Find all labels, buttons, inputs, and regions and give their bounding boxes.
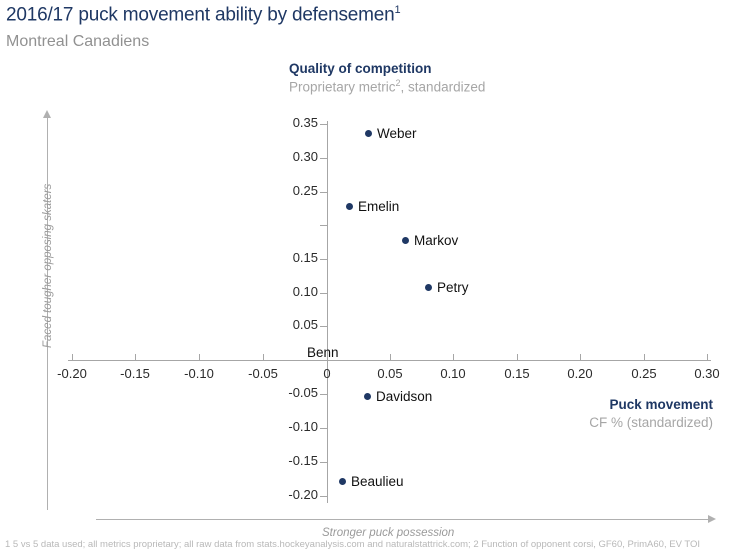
x-tick-label: 0.15 bbox=[504, 366, 530, 381]
x-direction-arrow-shaft bbox=[96, 519, 708, 520]
page-subtitle: Montreal Canadiens bbox=[6, 33, 150, 50]
y-axis-subtitle-pre: Proprietary metric bbox=[289, 79, 396, 95]
x-direction-arrow-head bbox=[708, 515, 716, 523]
y-tick-mark bbox=[320, 428, 327, 429]
y-tick-mark bbox=[320, 394, 327, 395]
y-tick-mark bbox=[320, 293, 327, 294]
data-point-label: Davidson bbox=[376, 389, 433, 404]
x-tick-mark bbox=[135, 354, 136, 361]
data-point-label: Beaulieu bbox=[351, 474, 404, 489]
x-tick-label: -0.15 bbox=[120, 366, 150, 381]
x-tick-mark bbox=[390, 354, 391, 361]
y-tick-label: 0.10 bbox=[292, 284, 318, 299]
x-tick-label: -0.10 bbox=[184, 366, 214, 381]
y-tick-mark bbox=[320, 259, 327, 260]
data-point[interactable] bbox=[425, 284, 432, 291]
y-axis-subtitle-post: , standardized bbox=[400, 79, 486, 95]
footnote: 1 5 vs 5 data used; all metrics propriet… bbox=[5, 539, 701, 550]
x-tick-mark bbox=[644, 354, 645, 361]
y-tick-mark bbox=[320, 496, 327, 497]
x-tick-mark bbox=[580, 354, 581, 361]
y-tick-label: 0.30 bbox=[292, 149, 318, 164]
page-title: 2016/17 puck movement ability by defense… bbox=[6, 4, 401, 26]
y-tick-label: -0.10 bbox=[288, 419, 318, 434]
annotation-benn: Benn bbox=[307, 345, 339, 360]
data-point[interactable] bbox=[402, 237, 409, 244]
y-tick-mark bbox=[320, 462, 327, 463]
data-point[interactable] bbox=[364, 393, 371, 400]
x-tick-label: 0.30 bbox=[694, 366, 720, 381]
x-direction-note: Stronger puck possession bbox=[322, 527, 455, 539]
y-tick-label: -0.05 bbox=[288, 385, 318, 400]
y-tick-mark bbox=[320, 326, 327, 327]
data-point-label: Emelin bbox=[358, 199, 400, 214]
data-point-label: Petry bbox=[437, 280, 469, 295]
x-tick-label: 0 bbox=[323, 366, 331, 381]
y-axis-line bbox=[327, 121, 328, 503]
x-tick-mark bbox=[263, 354, 264, 361]
data-point-label: Weber bbox=[377, 126, 417, 141]
y-direction-arrow-head bbox=[43, 110, 51, 118]
x-tick-label: -0.20 bbox=[57, 366, 87, 381]
x-tick-mark bbox=[199, 354, 200, 361]
y-tick-label: -0.15 bbox=[288, 453, 318, 468]
x-tick-label: 0.10 bbox=[440, 366, 466, 381]
y-tick-label: 0.25 bbox=[292, 183, 318, 198]
y-tick-label: 0.15 bbox=[292, 250, 318, 265]
y-axis-subtitle: Proprietary metric2, standardized bbox=[289, 78, 485, 95]
data-point[interactable] bbox=[365, 130, 372, 137]
y-tick-label: 0.05 bbox=[292, 317, 318, 332]
x-axis-subtitle: CF % (standardized) bbox=[589, 415, 713, 430]
x-tick-label: 0.05 bbox=[377, 366, 403, 381]
y-tick-mark bbox=[320, 192, 327, 193]
x-tick-mark bbox=[517, 354, 518, 361]
x-axis-title: Puck movement bbox=[609, 397, 713, 412]
x-axis-line bbox=[68, 360, 711, 361]
y-tick-label: -0.20 bbox=[288, 487, 318, 502]
data-point[interactable] bbox=[339, 478, 346, 485]
y-tick-mark bbox=[320, 158, 327, 159]
y-axis-title: Quality of competition bbox=[289, 61, 432, 76]
data-point[interactable] bbox=[346, 203, 353, 210]
y-tick-mark bbox=[320, 225, 327, 226]
x-tick-label: 0.20 bbox=[567, 366, 593, 381]
y-direction-arrow-shaft bbox=[47, 118, 48, 510]
data-point-label: Markov bbox=[414, 233, 459, 248]
y-tick-mark bbox=[320, 124, 327, 125]
x-tick-mark bbox=[707, 354, 708, 361]
page-title-text: 2016/17 puck movement ability by defense… bbox=[6, 4, 395, 26]
x-tick-label: 0.25 bbox=[631, 366, 657, 381]
x-tick-mark bbox=[72, 354, 73, 361]
y-axis-subtitle-footnote-marker: 2 bbox=[395, 78, 401, 88]
x-tick-label: -0.05 bbox=[248, 366, 278, 381]
page-title-footnote-marker: 1 bbox=[394, 4, 401, 16]
x-tick-mark bbox=[453, 354, 454, 361]
y-tick-label: 0.35 bbox=[292, 115, 318, 130]
